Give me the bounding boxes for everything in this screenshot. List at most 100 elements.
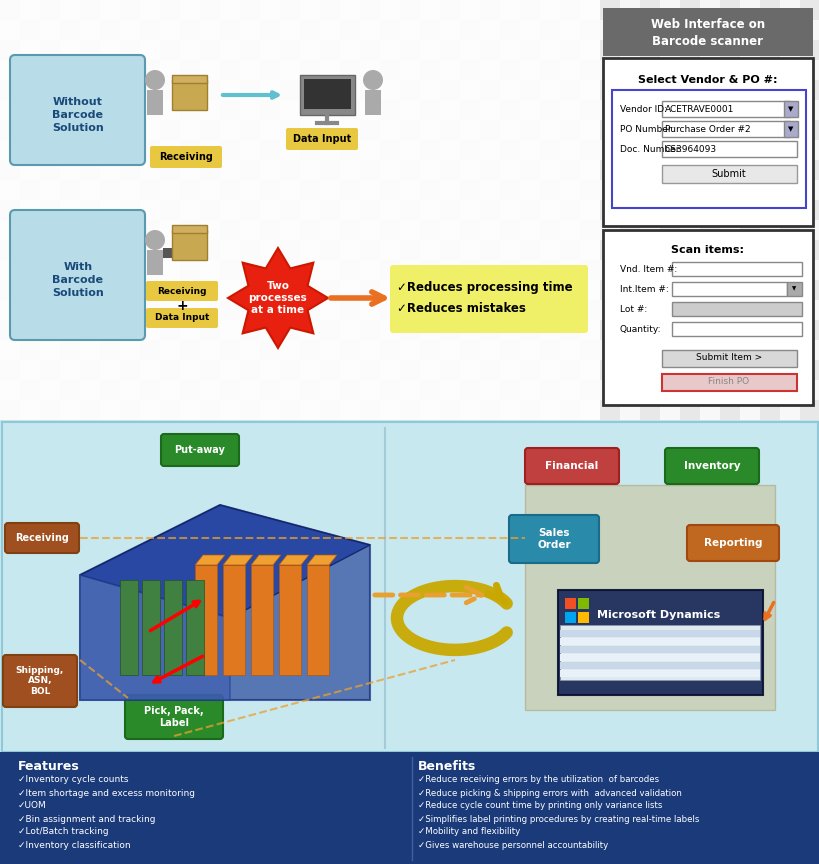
Bar (260, 620, 279, 640)
Text: Receiving: Receiving (159, 152, 213, 162)
Bar (20, 440, 40, 460)
Bar (739, 760, 759, 780)
Bar (120, 600, 140, 620)
Bar (260, 140, 279, 160)
Bar (759, 420, 779, 440)
Bar (219, 700, 240, 720)
Bar (659, 500, 679, 520)
Bar (699, 520, 719, 540)
Bar (540, 500, 559, 520)
Bar (519, 260, 540, 280)
Bar (799, 300, 819, 320)
Bar (479, 420, 500, 440)
Text: PO Number:: PO Number: (619, 125, 673, 135)
Bar (500, 100, 519, 120)
Bar (559, 400, 579, 420)
Bar (519, 220, 540, 240)
Bar (799, 740, 819, 760)
Bar (540, 460, 559, 480)
Bar (120, 240, 140, 260)
Text: ✓Mobility and flexibility: ✓Mobility and flexibility (418, 828, 519, 836)
Bar (0, 260, 20, 280)
Bar (180, 160, 200, 180)
Bar (379, 240, 400, 260)
Bar (0, 840, 20, 860)
Bar (419, 320, 440, 340)
Bar (619, 860, 639, 864)
Bar (40, 860, 60, 864)
Bar (419, 80, 440, 100)
Bar (40, 820, 60, 840)
Polygon shape (195, 555, 224, 565)
Bar (100, 260, 120, 280)
Bar (160, 360, 180, 380)
Bar (619, 680, 639, 700)
Bar (440, 460, 459, 480)
Bar (699, 180, 719, 200)
Bar (440, 780, 459, 800)
Bar (559, 0, 579, 20)
Text: Financial: Financial (545, 461, 598, 471)
Bar (240, 360, 260, 380)
Bar (0, 480, 20, 500)
Bar (160, 800, 180, 820)
Bar (340, 440, 360, 460)
Bar (80, 680, 100, 700)
Bar (219, 500, 240, 520)
Bar (440, 140, 459, 160)
Bar (459, 20, 479, 40)
Bar (440, 120, 459, 140)
Bar (360, 160, 379, 180)
Bar (40, 600, 60, 620)
FancyBboxPatch shape (150, 146, 222, 168)
Bar (759, 700, 779, 720)
Bar (160, 460, 180, 480)
Bar (300, 660, 319, 680)
Bar (540, 100, 559, 120)
Bar (559, 220, 579, 240)
Bar (400, 320, 419, 340)
Bar (0, 420, 20, 440)
Bar (679, 680, 699, 700)
Bar (20, 0, 40, 20)
Bar (180, 280, 200, 300)
Bar (440, 40, 459, 60)
Bar (519, 680, 540, 700)
Text: Microsoft Dynamics: Microsoft Dynamics (596, 610, 719, 620)
Bar (260, 780, 279, 800)
Bar (579, 760, 600, 780)
Bar (559, 600, 579, 620)
Bar (200, 400, 219, 420)
Bar (479, 440, 500, 460)
Bar (260, 660, 279, 680)
Bar (80, 180, 100, 200)
Bar (479, 120, 500, 140)
Bar (519, 20, 540, 40)
Bar (0, 760, 20, 780)
Bar (360, 780, 379, 800)
Bar (459, 380, 479, 400)
Bar (519, 200, 540, 220)
Bar (379, 400, 400, 420)
Bar (559, 200, 579, 220)
Bar (180, 80, 200, 100)
Bar (519, 160, 540, 180)
Bar (319, 820, 340, 840)
Bar (500, 740, 519, 760)
Bar (699, 380, 719, 400)
Bar (300, 380, 319, 400)
Circle shape (145, 230, 165, 250)
Bar (779, 600, 799, 620)
Bar (219, 580, 240, 600)
Bar (699, 700, 719, 720)
Bar (219, 540, 240, 560)
Bar (120, 420, 140, 440)
Bar (500, 20, 519, 40)
Bar (340, 560, 360, 580)
Bar (679, 140, 699, 160)
Bar (759, 800, 779, 820)
Bar (519, 180, 540, 200)
Bar (140, 120, 160, 140)
Bar (360, 440, 379, 460)
Bar (500, 460, 519, 480)
